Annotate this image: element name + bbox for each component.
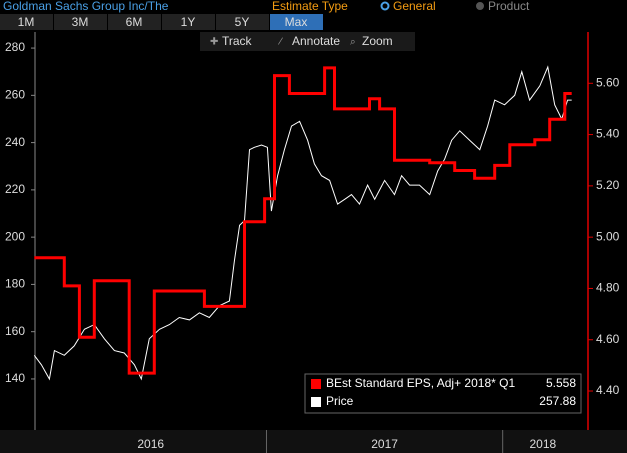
toolbar-icon[interactable]: ∕ xyxy=(277,37,283,48)
toolbar-icon[interactable]: ⌕ xyxy=(350,37,356,48)
y-tick-label: 220 xyxy=(5,182,25,196)
y2-tick-label: 4.80 xyxy=(596,281,620,295)
estimate-label: Estimate Type xyxy=(272,0,348,13)
legend-label: Price xyxy=(326,394,354,408)
tab[interactable] xyxy=(0,14,53,30)
tab-label[interactable]: 5Y xyxy=(235,15,250,29)
x-year-label: 2018 xyxy=(529,437,556,451)
y-tick-label: 140 xyxy=(5,371,25,385)
x-year-label: 2017 xyxy=(371,437,398,451)
y2-tick-label: 4.40 xyxy=(596,383,620,397)
legend-label: BEst Standard EPS, Adj+ 2018* Q1 xyxy=(326,376,515,390)
series-line xyxy=(34,66,572,375)
legend-box xyxy=(304,373,582,414)
x-year-label: 2016 xyxy=(137,437,164,451)
radio-label[interactable]: Product xyxy=(488,0,530,13)
toolbar-button[interactable]: Track xyxy=(222,34,253,48)
toolbar-button[interactable]: Annotate xyxy=(292,34,340,48)
y-tick-label: 160 xyxy=(5,324,25,338)
tab-label[interactable]: 6M xyxy=(126,15,143,29)
toolbar-icon[interactable]: ✚ xyxy=(210,37,218,48)
y-tick-label: 180 xyxy=(5,277,25,291)
legend-swatch xyxy=(311,379,321,389)
y-tick-label: 280 xyxy=(5,40,25,54)
radio-button[interactable] xyxy=(476,2,484,10)
toolbar xyxy=(200,32,415,51)
y2-tick-label: 5.20 xyxy=(596,178,620,192)
tab[interactable] xyxy=(162,14,215,30)
legend-value: 257.88 xyxy=(539,394,576,408)
y2-tick-label: 5.40 xyxy=(596,127,620,141)
security-title: Goldman Sachs Group Inc/The xyxy=(3,0,169,13)
legend-swatch xyxy=(311,397,321,407)
toolbar-button[interactable]: Zoom xyxy=(362,34,393,48)
tab[interactable] xyxy=(54,14,107,30)
x-axis-band xyxy=(0,430,627,453)
tab-label[interactable]: 3M xyxy=(72,15,89,29)
y2-tick-label: 5.00 xyxy=(596,229,620,243)
radio-button[interactable] xyxy=(380,1,390,11)
y-tick-label: 260 xyxy=(5,88,25,102)
y-tick-label: 240 xyxy=(5,135,25,149)
y2-tick-label: 4.60 xyxy=(596,332,620,346)
y2-tick-label: 5.60 xyxy=(596,75,620,89)
y-tick-label: 200 xyxy=(5,229,25,243)
tab-label[interactable]: 1Y xyxy=(181,15,196,29)
series-line xyxy=(33,65,572,381)
tab-label[interactable]: Max xyxy=(285,15,308,29)
radio-label[interactable]: General xyxy=(393,0,436,13)
tab[interactable] xyxy=(108,14,161,30)
tab[interactable] xyxy=(216,14,269,30)
tab-label[interactable]: 1M xyxy=(18,15,35,29)
tab[interactable] xyxy=(270,14,323,30)
legend-value: 5.558 xyxy=(546,376,576,390)
